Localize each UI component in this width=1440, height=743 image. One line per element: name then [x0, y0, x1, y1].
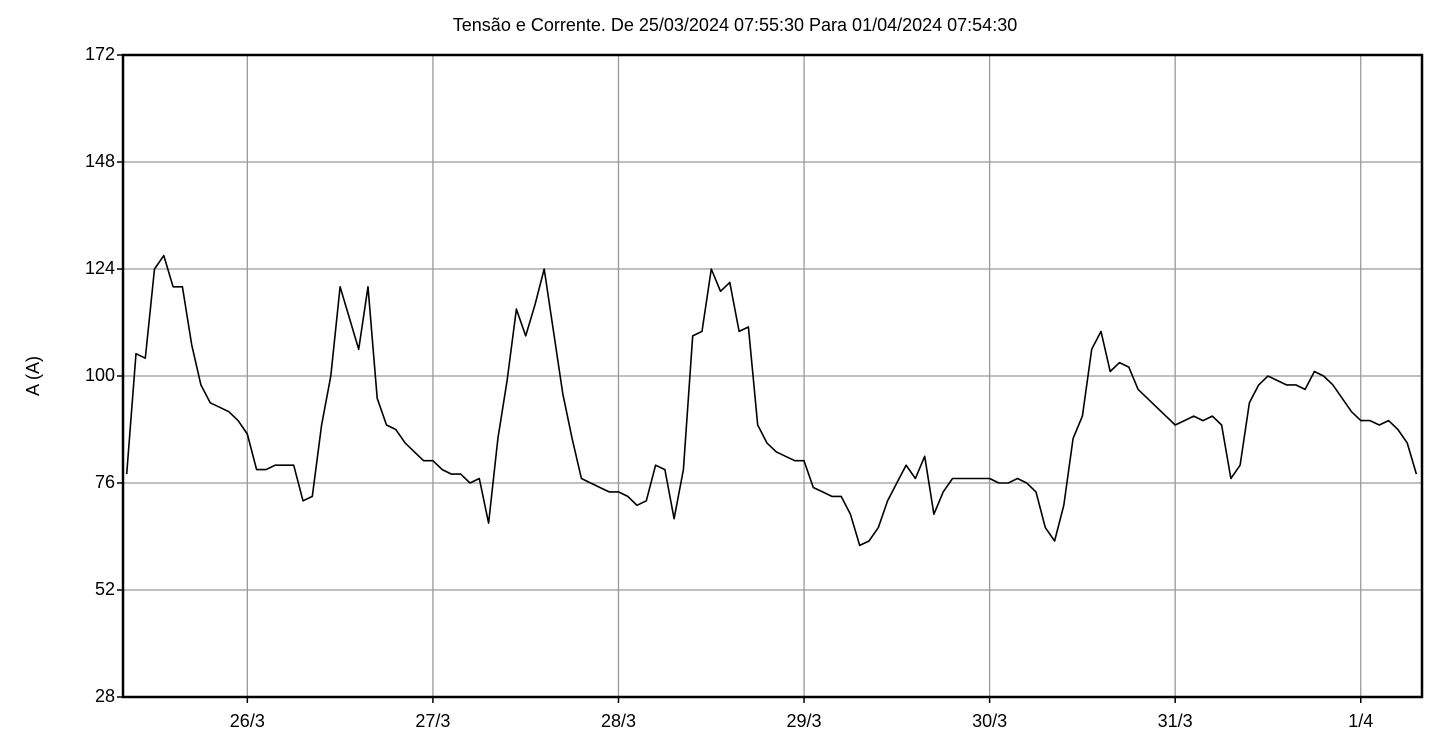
data-line: [125, 254, 1418, 547]
y-tick-label: 148: [85, 151, 115, 171]
x-tick-label: 31/3: [1158, 711, 1193, 731]
data-layer: [125, 254, 1418, 547]
x-tick-label: 26/3: [230, 711, 265, 731]
x-tick-label: 1/4: [1348, 711, 1373, 731]
y-tick-label: 28: [95, 686, 115, 706]
y-tick-label: 172: [85, 44, 115, 64]
chart-title: Tensão e Corrente. De 25/03/2024 07:55:3…: [453, 15, 1017, 35]
x-tick-label: 27/3: [415, 711, 450, 731]
y-tick-label: 100: [85, 365, 115, 385]
y-axis-label: A (A): [23, 356, 43, 396]
x-tick-label: 30/3: [972, 711, 1007, 731]
y-tick-label: 124: [85, 258, 115, 278]
x-tick-label: 28/3: [601, 711, 636, 731]
grid-layer: [123, 54, 1422, 698]
y-tick-label: 52: [95, 579, 115, 599]
x-tick-label: 29/3: [787, 711, 822, 731]
y-tick-label: 76: [95, 472, 115, 492]
